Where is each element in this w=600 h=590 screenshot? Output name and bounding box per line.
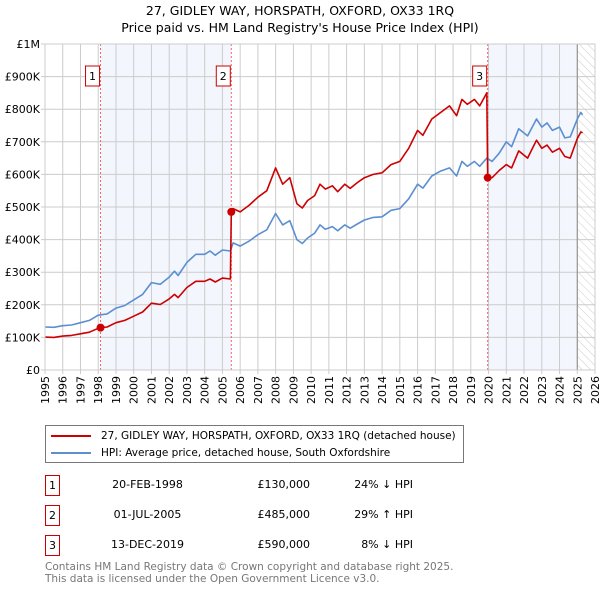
sale-number: 2 — [45, 505, 60, 526]
y-tick-label: £200K — [5, 299, 41, 312]
sale-label-number: 3 — [476, 70, 483, 83]
x-tick-label: 2018 — [447, 376, 460, 404]
sale-label-box — [85, 65, 101, 87]
x-tick-label: 2007 — [252, 376, 265, 404]
sale-date: 13-DEC-2019 — [110, 538, 185, 551]
x-tick-label: 2014 — [376, 376, 389, 404]
sale-label-number: 2 — [220, 70, 227, 83]
hpi-series-line — [44, 111, 584, 329]
x-tick-label: 2012 — [341, 376, 354, 404]
sale-point — [96, 323, 105, 332]
x-tick-label: 2026 — [589, 376, 600, 404]
y-tick-label: £300K — [5, 266, 41, 279]
legend-label-hpi: HPI: Average price, detached house, Sout… — [101, 447, 391, 459]
x-tick-label: 2022 — [518, 376, 531, 404]
sale-hpi-diff: 24% ↓ HPI — [354, 478, 413, 491]
y-tick-label: £100K — [5, 331, 41, 344]
sale-price: £130,000 — [257, 478, 311, 491]
x-tick-label: 2009 — [287, 376, 300, 404]
x-tick-label: 2025 — [571, 376, 584, 404]
sale-date: 20-FEB-1998 — [112, 478, 183, 491]
x-tick-label: 1998 — [92, 376, 105, 404]
x-tick-label: 2002 — [163, 376, 176, 404]
sale-row: 3 13-DEC-2019 £590,000 8% ↓ HPI — [45, 535, 445, 556]
y-tick-label: £0 — [26, 364, 40, 377]
y-tick-label: £600K — [5, 168, 41, 181]
y-tick-label: £700K — [5, 136, 41, 149]
x-tick-label: 1996 — [57, 376, 70, 404]
x-tick-label: 2019 — [465, 376, 478, 404]
x-tick-label: 2006 — [234, 376, 247, 404]
x-tick-label: 2000 — [128, 376, 141, 404]
footer-licence: This data is licensed under the Open Gov… — [45, 573, 380, 585]
x-tick-label: 2020 — [483, 376, 496, 404]
x-tick-label: 2003 — [181, 376, 194, 404]
y-tick-label: £800K — [5, 103, 41, 116]
price-chart: 1995 1996 1997 1998 1999 2000 2001 2002 2003 2004… — [5, 38, 600, 404]
x-tick-label: 1995 — [39, 376, 52, 404]
x-tick-label: 2001 — [145, 376, 158, 404]
x-tick-label: 2004 — [199, 376, 212, 404]
sale-number: 3 — [45, 535, 60, 556]
legend: 27, GIDLEY WAY, HORSPATH, OXFORD, OX33 1… — [45, 425, 464, 463]
x-tick-label: 2013 — [358, 376, 371, 404]
legend-item-property: 27, GIDLEY WAY, HORSPATH, OXFORD, OX33 1… — [51, 428, 456, 444]
plot-border — [44, 43, 596, 371]
x-tick-label: 2023 — [536, 376, 549, 404]
sale-price: £485,000 — [257, 508, 311, 521]
red-line-swatch — [51, 435, 91, 437]
sale-hpi-diff: 29% ↑ HPI — [354, 508, 413, 521]
x-tick-label: 2005 — [216, 376, 229, 404]
blue-line-swatch — [51, 452, 91, 454]
property-series-line — [44, 92, 583, 339]
sale-date: 01-JUL-2005 — [113, 508, 182, 521]
sale-number: 1 — [45, 475, 60, 496]
sale-hpi-diff: 8% ↓ HPI — [361, 538, 413, 551]
x-tick-label: 2016 — [412, 376, 425, 404]
x-tick-label: 2024 — [554, 376, 567, 404]
sale-point — [483, 173, 492, 182]
chart-title: 27, GIDLEY WAY, HORSPATH, OXFORD, OX33 1… — [145, 3, 455, 18]
x-tick-label: 2010 — [305, 376, 318, 404]
x-tick-label: 1997 — [74, 376, 87, 404]
sale-row: 2 01-JUL-2005 £485,000 29% ↑ HPI — [45, 505, 445, 526]
legend-label-property: 27, GIDLEY WAY, HORSPATH, OXFORD, OX33 1… — [101, 430, 456, 442]
y-tick-label: £500K — [5, 201, 41, 214]
sale-label-number: 1 — [89, 70, 96, 83]
legend-item-hpi: HPI: Average price, detached house, Sout… — [51, 445, 390, 461]
chart-subtitle: Price paid vs. HM Land Registry's House … — [121, 20, 479, 35]
x-tick-label: 2017 — [429, 376, 442, 404]
y-tick-label: £900K — [5, 71, 41, 84]
footer-copyright: Contains HM Land Registry data © Crown c… — [45, 561, 454, 573]
x-tick-label: 1999 — [110, 376, 123, 404]
x-tick-label: 2008 — [270, 376, 283, 404]
y-tick-label: £1M — [17, 38, 41, 51]
footer: Contains HM Land Registry data © Crown c… — [45, 561, 453, 585]
sale-label-box — [472, 65, 488, 87]
x-tick-label: 2011 — [323, 376, 336, 404]
x-tick-label: 2015 — [394, 376, 407, 404]
sale-row: 1 20-FEB-1998 £130,000 24% ↓ HPI — [45, 475, 445, 496]
y-tick-label: £400K — [5, 234, 41, 247]
sale-label-box — [215, 65, 231, 87]
x-tick-label: 2021 — [500, 376, 513, 404]
sale-price: £590,000 — [257, 538, 311, 551]
sale-point — [227, 207, 236, 216]
